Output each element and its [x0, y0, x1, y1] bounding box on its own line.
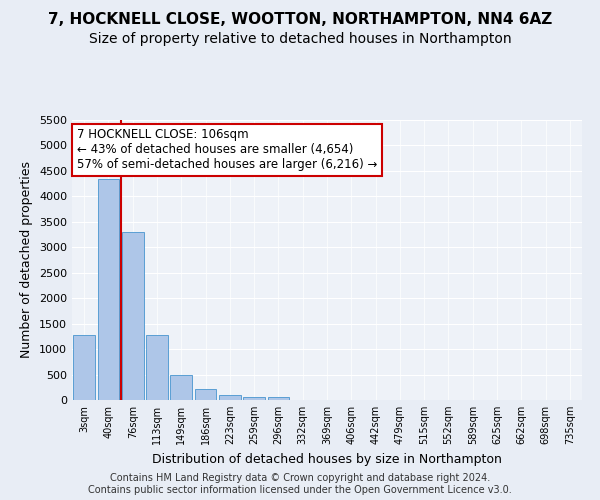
Text: Size of property relative to detached houses in Northampton: Size of property relative to detached ho… — [89, 32, 511, 46]
Bar — [170, 375, 192, 400]
X-axis label: Distribution of detached houses by size in Northampton: Distribution of detached houses by size … — [152, 452, 502, 466]
Bar — [73, 336, 95, 400]
Text: 7 HOCKNELL CLOSE: 106sqm
← 43% of detached houses are smaller (4,654)
57% of sem: 7 HOCKNELL CLOSE: 106sqm ← 43% of detach… — [77, 128, 377, 172]
Bar — [194, 389, 217, 400]
Bar — [122, 232, 143, 400]
Bar — [268, 397, 289, 400]
Bar — [146, 335, 168, 400]
Text: 7, HOCKNELL CLOSE, WOOTTON, NORTHAMPTON, NN4 6AZ: 7, HOCKNELL CLOSE, WOOTTON, NORTHAMPTON,… — [48, 12, 552, 28]
Bar — [219, 396, 241, 400]
Y-axis label: Number of detached properties: Number of detached properties — [20, 162, 34, 358]
Bar — [97, 179, 119, 400]
Bar — [243, 396, 265, 400]
Text: Contains HM Land Registry data © Crown copyright and database right 2024.
Contai: Contains HM Land Registry data © Crown c… — [88, 474, 512, 495]
